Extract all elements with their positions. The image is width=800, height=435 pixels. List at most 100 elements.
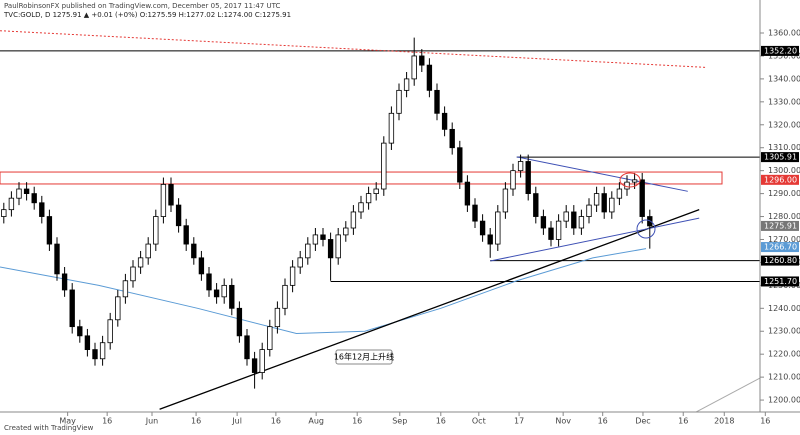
y-tick-label: 1280.00 [768,212,800,221]
candle-body [510,170,516,190]
candle-body [624,181,630,190]
x-tick-label: Jun [145,417,159,426]
candle-body [221,284,227,298]
candle-body [77,326,83,337]
candle-body [563,211,569,222]
candle-body [16,188,22,199]
candle-body [365,193,372,204]
x-tick-label: 16 [598,417,608,426]
candle-body [297,257,303,268]
x-tick-label: Aug [308,417,324,426]
candle-body [327,239,334,259]
y-tick-label: 1360.00 [768,29,800,38]
candle-body [616,188,623,199]
price-label: 1266.70 [764,243,797,252]
x-tick-label: Dec [635,417,650,426]
price-label-bg [761,220,799,231]
candle-body [601,193,607,213]
trendline [490,217,700,262]
highlight-ellipse [619,172,641,188]
plot-area [0,30,760,412]
price-label: 1352.20 [764,46,797,55]
candle-body [244,335,250,360]
candle-body [115,296,121,321]
y-tick-label: 1310.00 [768,143,800,152]
price-label-bg [761,152,799,163]
y-tick-label: 1300.00 [768,166,800,175]
candle-body [396,89,402,114]
candle-body [153,216,159,245]
y-tick-label: 1220.00 [768,350,800,359]
candle-body [419,55,425,66]
price-label-bg [761,242,799,253]
candle-body [107,319,113,344]
candle-body [403,78,410,91]
candle-body [343,227,349,236]
price-label: 1251.70 [764,277,797,286]
x-tick-label: Oct [472,417,486,426]
price-label: 1305.91 [764,153,797,162]
x-tick-label: Sep [392,417,407,426]
candle-body [282,284,288,309]
candle-body [472,204,478,222]
candle-body [206,273,212,291]
candle-body [457,147,463,183]
price-label-bg [761,174,799,185]
x-tick-label: Nov [555,417,571,426]
x-tick-label: 17 [514,417,524,426]
candle-body [122,280,129,298]
y-tick-label: 1350.00 [768,51,800,60]
y-tick-label: 1200.00 [768,396,800,405]
x-tick-label: 16 [102,417,112,426]
candle-body [312,234,319,245]
candle-body [449,128,455,149]
candle-body [540,216,547,229]
candle-body [381,142,387,190]
candle-body [259,349,265,373]
candle-body [555,220,562,240]
x-tick-label: 16 [352,417,362,426]
candle-body [517,161,524,172]
candle-body [213,289,220,298]
candle-body [183,225,189,245]
y-tick-label: 1270.00 [768,235,800,244]
x-tick-label: 16 [760,417,770,426]
candle-body [441,112,448,130]
candle-body [267,326,273,350]
candle-body [578,216,585,229]
candle-body [495,211,501,245]
candle-body [23,188,30,194]
candle-body [411,55,417,80]
candle-body [388,112,395,144]
candle-body [533,193,539,217]
x-tick-label: 16 [271,417,281,426]
price-label-bg [761,276,799,287]
annotation-box [335,349,393,365]
candle-body [502,188,509,213]
candle-body [464,181,471,206]
y-tick-label: 1240.00 [768,304,800,313]
candle-body [92,349,98,360]
candle-body [1,209,7,217]
candle-body [99,342,106,360]
y-tick-label: 1340.00 [768,74,800,83]
x-tick-label: May [59,417,76,426]
trendline [0,30,707,68]
y-tick-label: 1230.00 [768,327,800,336]
candle-body [39,202,45,217]
candle-body [130,266,136,282]
candle-body [145,243,151,259]
candle-body [61,273,68,291]
candle-body [335,234,341,259]
price-label-bg [761,255,799,266]
y-tick-label: 1330.00 [768,97,800,106]
y-tick-label: 1210.00 [768,373,800,382]
trendline [516,156,688,192]
candle-body [320,234,326,240]
footer-credit: Created with TradingView [4,424,94,432]
candle-body [160,184,167,217]
candle-body [137,257,144,268]
x-tick-label: 16 [678,417,688,426]
